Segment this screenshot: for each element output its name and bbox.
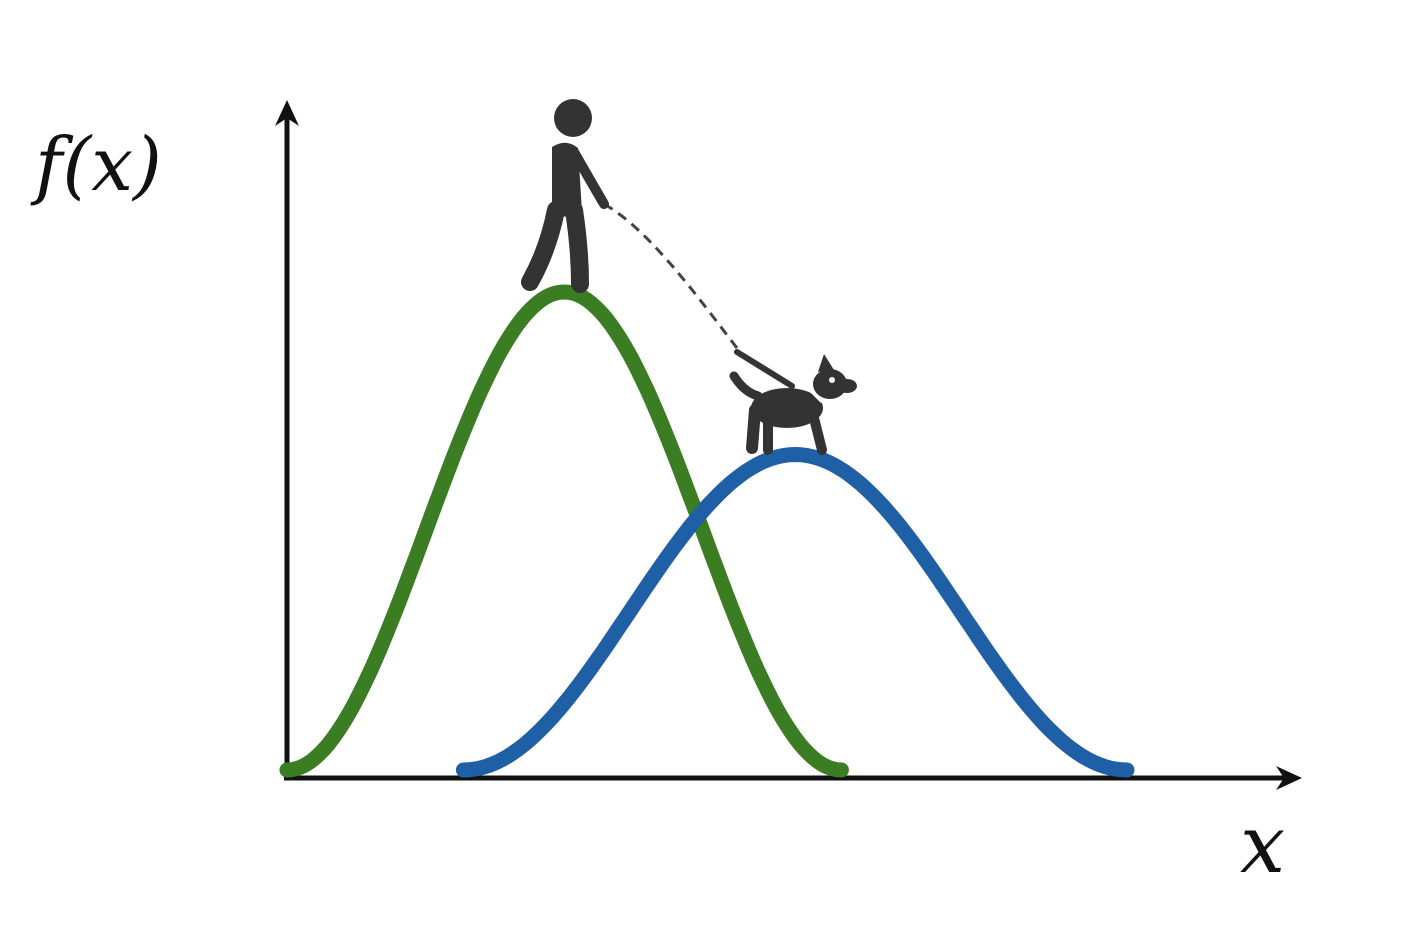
dog-icon (729, 354, 857, 455)
y-axis (275, 100, 299, 778)
y-axis-arrowhead (275, 100, 299, 126)
green-curve (279, 284, 849, 778)
blue-curve (455, 446, 1135, 778)
leash-end (734, 349, 795, 389)
x-axis-arrowhead (1276, 766, 1302, 790)
x-axis-label: x (1240, 798, 1285, 891)
x-axis (284, 766, 1302, 790)
person-walking-icon (521, 99, 609, 293)
y-axis-label: f(x) (30, 122, 162, 208)
leash-dashed-line (603, 202, 742, 353)
